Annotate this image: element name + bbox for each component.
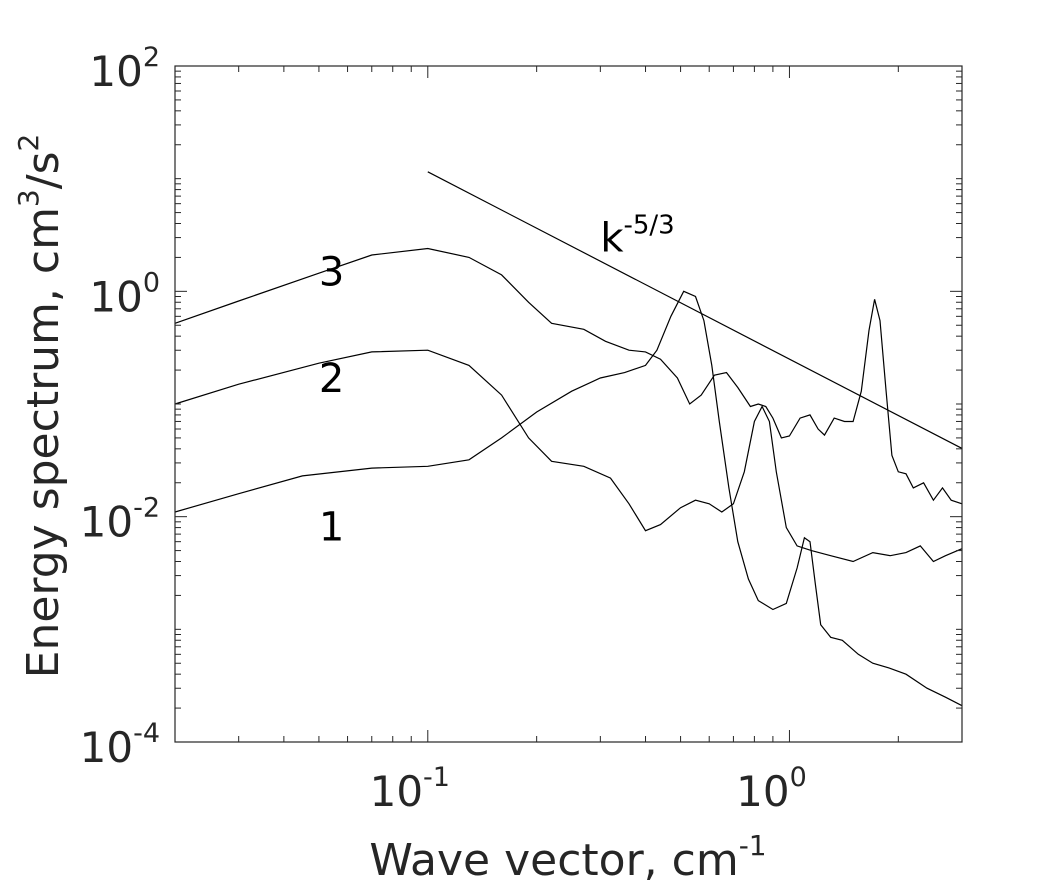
tick-layer <box>174 65 963 743</box>
y-tick-label-exponent: 2 <box>143 42 160 73</box>
reference-slope-label: k-5/3 <box>600 211 674 262</box>
series-curve-2 <box>174 349 963 563</box>
y-tick-label-base: 10 <box>89 272 142 321</box>
y-axis-label-part-3: /s <box>18 151 69 189</box>
reference-slope-label-base: k <box>600 216 624 262</box>
x-tick-label: 100 <box>736 762 807 816</box>
x-tick-label-exponent: 0 <box>790 762 807 793</box>
x-axis-label: Wave vector, cm-1 <box>369 829 766 886</box>
y-tick-label-exponent: -2 <box>133 493 160 524</box>
y-tick-label: 102 <box>89 42 160 96</box>
y-tick-label-base: 10 <box>80 723 133 772</box>
y-axis-label-part-1: Energy spectrum, cm <box>18 207 69 678</box>
curve-label-3: 3 <box>319 249 344 295</box>
x-axis-label-exponent: -1 <box>739 829 767 862</box>
reference-slope-label-exponent: -5/3 <box>624 211 675 241</box>
x-axis-label-text: Wave vector, cm <box>369 835 738 886</box>
y-tick-label-base: 10 <box>89 47 142 96</box>
x-tick-label-exponent: -1 <box>423 762 450 793</box>
y-tick-label: 10-2 <box>80 493 160 547</box>
curve-label-1: 1 <box>319 504 344 550</box>
y-axis-label-part-2: 3 <box>12 189 45 207</box>
x-tick-label: 10-1 <box>370 762 450 816</box>
x-tick-label-base: 10 <box>736 767 789 816</box>
y-tick-label: 100 <box>89 267 160 321</box>
y-tick-label-exponent: -4 <box>133 718 160 749</box>
y-tick-label-base: 10 <box>80 498 133 547</box>
series-layer <box>174 171 963 707</box>
y-tick-label-exponent: 0 <box>143 267 160 298</box>
series-curve-1 <box>174 290 963 707</box>
x-tick-label-base: 10 <box>370 767 423 816</box>
y-tick-label: 10-4 <box>80 718 160 772</box>
curve-label-2: 2 <box>319 356 344 402</box>
y-axis-label: Energy spectrum, cm3/s2 <box>12 134 69 679</box>
plot-frame <box>174 65 963 743</box>
reference-slope-line <box>427 171 963 450</box>
series-curve-3 <box>174 247 963 505</box>
y-axis-label-part-4: 2 <box>12 134 45 152</box>
